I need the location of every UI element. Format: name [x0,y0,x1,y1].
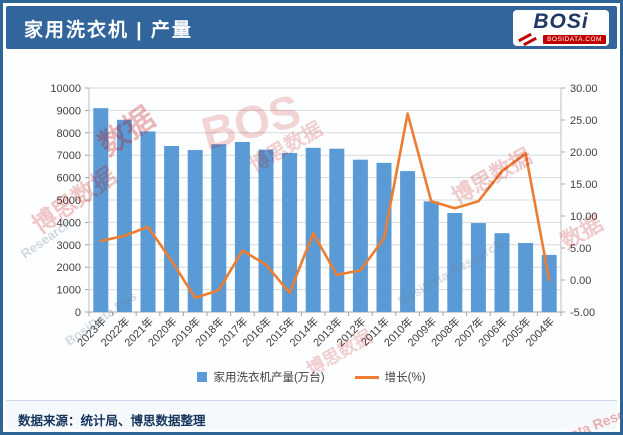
production-bar [541,254,557,312]
production-bar [400,171,416,312]
legend-label-growth: 增长(%) [384,372,426,384]
growth-line [99,112,551,300]
left-axis-label: 3000 [57,240,81,252]
production-bar [494,233,510,312]
right-axis-label: 15.00 [570,179,598,191]
production-bar [447,212,463,312]
left-axis-label: 10000 [50,83,81,95]
legend: 家用洗衣机产量(万台) 增长(%) [3,369,620,385]
production-bar [470,223,486,312]
production-bar [329,148,345,312]
legend-swatch-growth [354,375,379,379]
logo-domain-text: BOSIDATA.COM [543,35,606,44]
data-source-text: 数据来源：统计局、博思数据整理 [18,414,206,428]
production-bar [93,108,109,312]
right-axis-label: 25.00 [570,115,598,127]
bosi-logo: BOSi BOSIDATA.COM [513,10,609,47]
left-axis-label: 6000 [57,173,81,185]
left-axis-label: 4000 [57,217,81,229]
legend-item-production: 家用洗衣机产量(万台) [197,369,325,385]
right-axis-label: 20.00 [570,147,598,159]
left-axis-label: 7000 [57,150,81,162]
left-axis-label: 9000 [57,105,81,117]
left-axis-label: 1000 [57,285,81,297]
production-bar [423,201,439,312]
production-bar [140,131,156,312]
logo-brand-text: BOSi [533,10,589,33]
legend-item-growth: 增长(%) [354,369,426,385]
chart-canvas: 0 1000 2000 3000 4000 5000 6000 7000 8000 9000 100… [50,83,598,349]
left-axis-label: 2000 [57,262,81,274]
footer-bar: 数据来源：统计局、博思数据整理 [6,400,617,429]
production-bar [518,243,534,312]
left-axis-label: 0 [75,307,81,319]
production-bar [258,149,274,312]
production-bar [187,150,203,312]
production-bar [234,141,250,312]
production-bar [305,147,321,312]
right-axis-label: 10.00 [570,211,598,223]
production-bar [164,146,180,312]
right-axis-label: -5.00 [570,307,595,319]
right-axis-label: 30.00 [570,83,598,95]
right-axis-label: 0.00 [570,275,591,287]
production-bar [282,152,298,312]
legend-swatch-production [197,372,208,382]
left-axis-label: 8000 [57,128,81,140]
chart-title: 家用洗衣机 | 产量 [24,20,193,41]
left-axis-label: 5000 [57,195,81,207]
production-bar [211,144,227,312]
production-bar [116,119,132,312]
right-axis-label: 5.00 [570,243,591,255]
legend-label-production: 家用洗衣机产量(万台) [213,372,325,384]
production-bar [352,159,368,312]
header-bar: 家用洗衣机 | 产量 BOSi BOSIDATA.COM [6,6,617,49]
